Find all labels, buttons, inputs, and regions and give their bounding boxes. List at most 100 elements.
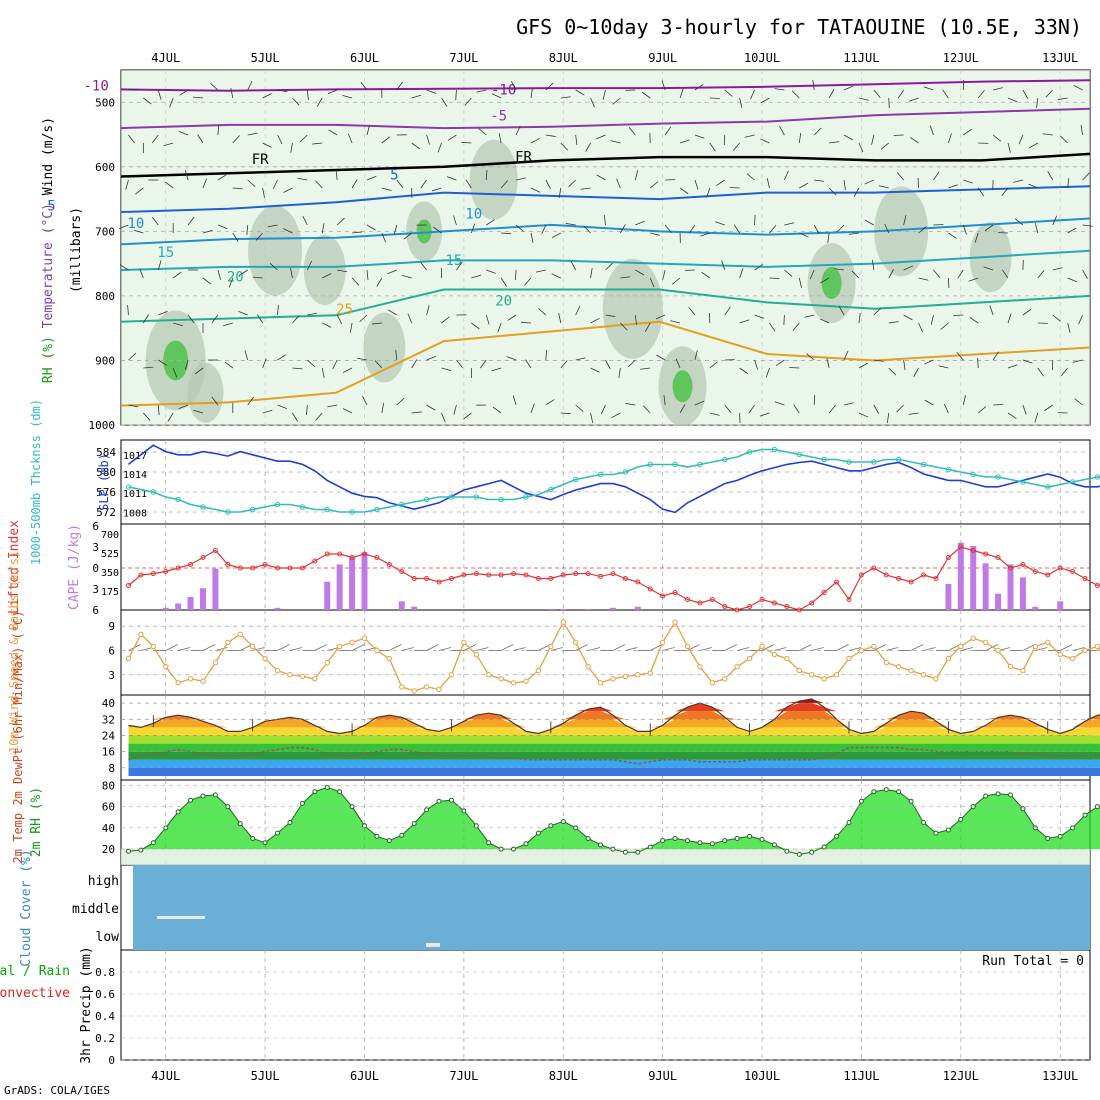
thickness-marker: [374, 506, 380, 513]
wind-barb: [611, 412, 621, 419]
rh2m-marker: [150, 840, 156, 846]
wind-barb: [929, 125, 934, 136]
lifted-index-marker: [436, 579, 442, 585]
wind-barb: [679, 88, 684, 99]
isotherm-label: -10: [84, 79, 109, 95]
wind-barb: [943, 403, 949, 414]
isotherm-label: 20: [495, 294, 512, 310]
wind-barb: [202, 229, 213, 234]
wind-barb: [783, 314, 785, 326]
wind-speed-marker: [125, 655, 132, 662]
surface-wind-barb: [1072, 647, 1085, 651]
wind-barb: [143, 314, 149, 324]
lifted-index-marker: [585, 571, 591, 577]
wind-barb: [277, 134, 283, 145]
lifted-index-marker: [796, 607, 802, 613]
top-day-label: 12JUL: [943, 51, 979, 65]
thickness-marker: [647, 461, 653, 468]
lifted-index-marker: [660, 593, 666, 599]
lifted-index-marker: [175, 565, 181, 571]
wind-barb: [292, 315, 300, 324]
bottom-day-label: 9JUL: [648, 1069, 677, 1083]
cape-bar: [175, 603, 182, 610]
lifted-index-marker: [635, 579, 641, 585]
surface-wind-barb: [662, 647, 675, 651]
wind-barb: [748, 404, 755, 414]
wind-barb: [700, 232, 710, 237]
wind-barb: [381, 403, 385, 414]
cape-bar: [212, 568, 219, 610]
wind-barb: [560, 96, 571, 99]
wind-barb: [942, 89, 949, 99]
wind-barb: [262, 409, 273, 414]
lifted-index-marker: [647, 586, 653, 592]
wind-barb: [1007, 313, 1012, 324]
thickness-marker: [945, 466, 952, 473]
wind-barb: [322, 273, 332, 279]
thickness-marker: [498, 496, 504, 503]
wind-barb: [968, 277, 979, 282]
wind-speed-marker: [299, 673, 306, 680]
lifted-index-marker: [809, 600, 815, 606]
ylabel-part: Temperature (°C): [41, 203, 56, 336]
isotherm-line: [120, 79, 1091, 92]
cape-bar: [995, 593, 1002, 610]
top-day-label: 6JUL: [350, 51, 379, 65]
lifted-index-marker: [299, 565, 305, 571]
wind-barb: [933, 269, 941, 278]
wind-barb: [649, 181, 659, 189]
cape-bar: [324, 581, 331, 610]
wind-barb: [759, 412, 770, 417]
wind-barb: [627, 359, 636, 368]
wind-barb: [228, 277, 234, 288]
isotherm-label: FR: [252, 152, 269, 168]
wind-barb: [337, 269, 348, 273]
wind-barb: [963, 179, 973, 184]
rh2m-marker: [933, 830, 939, 836]
wind-barb: [128, 353, 137, 361]
wind-barb: [525, 359, 532, 369]
thickness-marker: [846, 459, 852, 465]
wind-barb: [187, 314, 195, 324]
surface-wind-barb: [737, 647, 750, 651]
wind-barb: [1007, 364, 1018, 369]
wind-barb: [605, 359, 611, 370]
thickness-marker: [274, 501, 281, 508]
wind-barb: [792, 322, 800, 331]
thickness-marker: [697, 461, 703, 468]
wind-barb: [908, 97, 919, 102]
wind-barb: [247, 132, 258, 136]
wind-barb: [706, 187, 711, 198]
wind-barb: [1067, 227, 1077, 234]
wind-speed-marker: [237, 631, 243, 637]
wind-barb: [983, 266, 994, 271]
surface-wind-barb: [289, 647, 303, 651]
cape-bar: [957, 542, 964, 610]
wind-barb: [1007, 142, 1011, 153]
wind-barb: [1022, 308, 1032, 316]
wind-barb: [602, 89, 606, 100]
rh2m-marker: [324, 784, 330, 790]
precip-tick-label: 0.4: [95, 1010, 115, 1023]
wind-barb: [169, 97, 174, 108]
surface-wind-barb: [923, 647, 936, 651]
lifted-index-marker: [237, 565, 243, 571]
wind-speed-marker: [585, 663, 591, 670]
wind-barb: [993, 87, 1003, 91]
wind-barb: [351, 277, 360, 286]
wind-barb: [192, 96, 204, 99]
wind-barb: [910, 137, 919, 144]
thickness-marker: [399, 501, 405, 508]
wind-barb: [269, 263, 278, 271]
wind-speed-marker: [697, 663, 703, 670]
rh2m-marker: [983, 793, 989, 799]
wind-barb: [158, 359, 167, 366]
wind-barb: [884, 223, 890, 234]
wind-barb: [262, 93, 272, 99]
wind-barb: [151, 134, 159, 144]
wind-barb: [605, 314, 616, 317]
wind-barb: [739, 367, 749, 375]
cape-bar: [336, 564, 343, 610]
surface-wind-barb: [140, 647, 153, 651]
temp2m-panel: 8 16 24 32 40 2m Temp 2m DewPt (6hr Min/Max) …: [11, 611, 1100, 863]
